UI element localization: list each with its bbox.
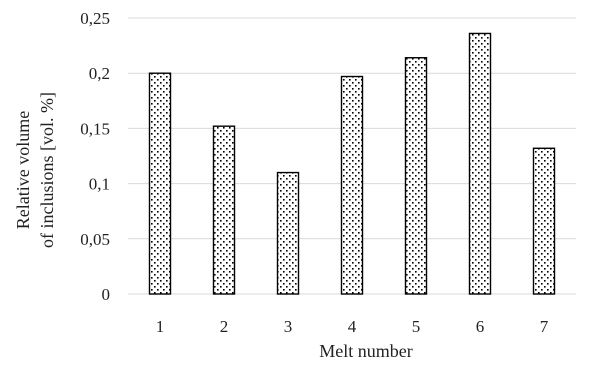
y-tick-label: 0	[102, 285, 111, 304]
bar-melt-1	[148, 72, 172, 295]
x-axis-title: Melt number	[319, 341, 412, 361]
y-tick-labels: 0 0,05 0,1 0,15 0,2 0,25	[80, 9, 110, 304]
y-tick-label: 0,05	[80, 230, 110, 249]
bar-melt-7	[532, 147, 556, 295]
x-tick-label: 4	[348, 317, 357, 336]
bar-melt-5	[404, 57, 428, 295]
bar-melt-6	[468, 32, 492, 295]
y-axis-title: Relative volume of inclusions [vol. %]	[13, 92, 57, 248]
bar-melt-2	[212, 125, 236, 295]
y-tick-label: 0,25	[80, 9, 110, 28]
y-axis-title-line-2: of inclusions [vol. %]	[37, 92, 57, 248]
bar-melt-4	[340, 75, 364, 295]
y-axis-title-line-1: Relative volume	[13, 111, 33, 229]
x-tick-label: 1	[156, 317, 165, 336]
x-tick-label: 3	[284, 317, 293, 336]
x-tick-label: 2	[220, 317, 229, 336]
y-tick-label: 0,2	[89, 64, 110, 83]
y-tick-label: 0,1	[89, 175, 110, 194]
x-tick-labels: 1 2 3 4 5 6 7	[156, 317, 549, 336]
bar-melt-3	[276, 171, 300, 295]
bars	[148, 32, 556, 295]
x-tick-label: 6	[476, 317, 485, 336]
x-tick-label: 7	[540, 317, 549, 336]
x-tick-label: 5	[412, 317, 421, 336]
y-tick-label: 0,15	[80, 119, 110, 138]
